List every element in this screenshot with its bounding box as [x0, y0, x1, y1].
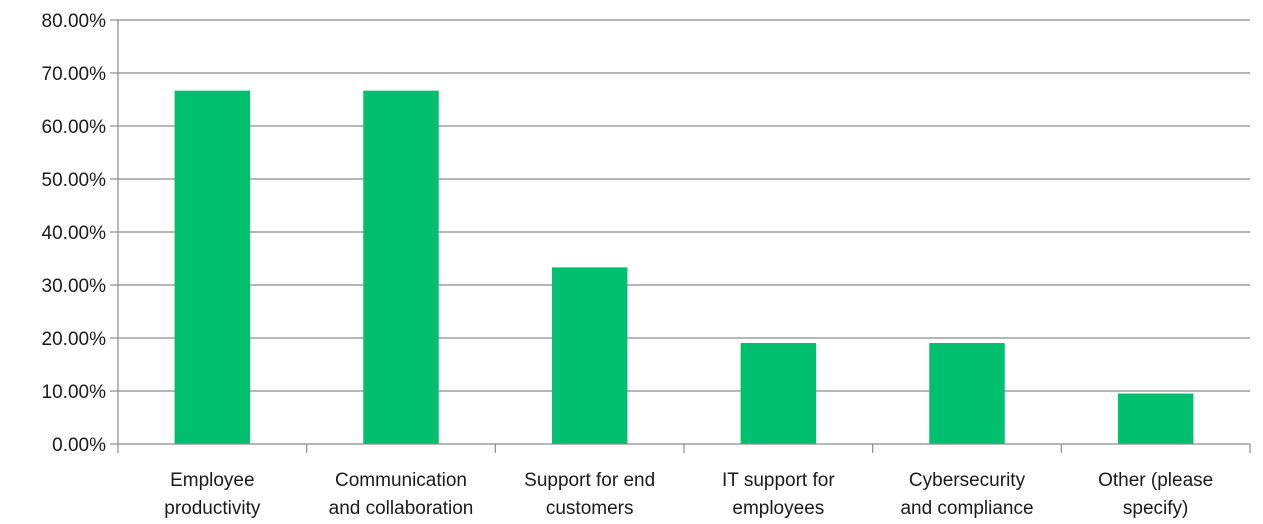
x-category-label-line: Cybersecurity — [909, 470, 1026, 491]
y-tick-label: 50.00% — [42, 170, 107, 191]
bar — [1117, 393, 1194, 444]
y-tick-label: 20.00% — [42, 329, 107, 350]
gridlines — [110, 19, 1250, 445]
x-category-label-line: Communication — [335, 470, 467, 491]
y-tick-label: 80.00% — [42, 11, 107, 32]
x-category-label-line: Other (please — [1098, 470, 1213, 491]
x-category-label-line: and collaboration — [329, 498, 474, 519]
bar — [929, 343, 1005, 444]
x-category-label: Cybersecurity and compliance — [900, 470, 1033, 519]
x-category-label: Employee productivity — [164, 470, 261, 519]
y-axis-tick-labels: 0.00% 10.00% 20.00% 30.00% 40.00% 50.00% 60.00… — [42, 11, 107, 456]
y-tick-label: 30.00% — [42, 276, 107, 297]
y-tick-label: 60.00% — [42, 117, 107, 138]
x-axis-category-labels: Employee productivity Communication and col… — [164, 470, 1213, 519]
x-category-label-line: Support for end — [524, 470, 655, 491]
y-tick-label: 40.00% — [42, 223, 107, 244]
x-category-label-line: Employee — [170, 470, 255, 491]
axes — [117, 20, 1251, 453]
y-tick-label: 70.00% — [42, 64, 107, 85]
x-category-label-line: IT support for — [722, 470, 835, 491]
bar — [174, 90, 251, 445]
x-category-label: Communication and collaboration — [329, 470, 474, 519]
y-tick-label: 10.00% — [42, 382, 107, 403]
x-category-label-line: customers — [546, 498, 634, 519]
bar — [740, 343, 817, 444]
x-category-label-line: and compliance — [900, 498, 1033, 519]
x-category-label-line: specify) — [1123, 498, 1188, 519]
x-category-label-line: productivity — [164, 498, 261, 519]
y-tick-label: 0.00% — [52, 435, 106, 456]
bar — [551, 267, 628, 444]
bar — [363, 90, 439, 445]
x-category-label: Support for end customers — [524, 470, 655, 519]
bars — [174, 90, 1194, 445]
x-category-label: IT support for employees — [722, 470, 835, 519]
x-category-label-line: employees — [732, 498, 824, 519]
x-category-label: Other (please specify) — [1098, 470, 1213, 519]
